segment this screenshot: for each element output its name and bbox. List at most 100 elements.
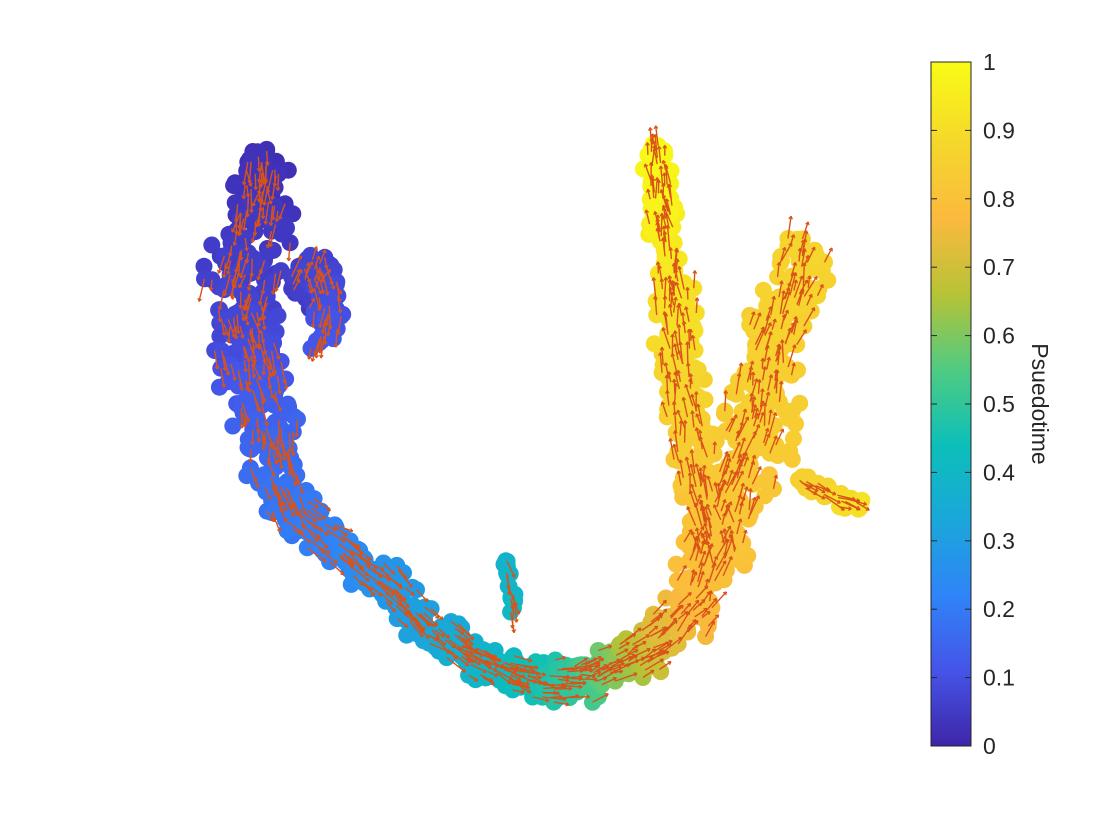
velocity-arrow-head [254, 232, 258, 236]
velocity-arrow-head [655, 221, 658, 226]
velocity-arrow-head [772, 318, 776, 322]
velocity-arrow [762, 366, 766, 381]
velocity-arrow [729, 534, 737, 550]
velocity-arrow [661, 347, 664, 366]
velocity-arrow [266, 230, 273, 248]
velocity-arrow [785, 322, 795, 343]
velocity-arrow [301, 524, 321, 539]
velocity-arrow [458, 623, 475, 640]
velocity-arrow-head [325, 322, 330, 327]
velocity-arrow-head [235, 269, 239, 273]
velocity-arrow-head [791, 362, 795, 366]
velocity-arrow [751, 396, 756, 413]
velocity-arrow-head [296, 278, 300, 282]
velocity-arrow [669, 438, 675, 460]
velocity-arrow-head [677, 350, 680, 355]
velocity-arrow [396, 618, 409, 628]
velocity-arrow-head [684, 384, 687, 388]
velocity-arrow-head [272, 216, 276, 221]
velocity-arrow [770, 296, 775, 316]
velocity-arrow [364, 564, 383, 578]
velocity-arrow [277, 502, 287, 523]
velocity-arrow [269, 224, 277, 247]
velocity-arrow [742, 529, 747, 544]
scatter-point [652, 663, 670, 681]
velocity-arrow [652, 177, 655, 193]
scatter-point [224, 417, 242, 435]
velocity-arrow-head [784, 309, 789, 313]
velocity-arrow [660, 278, 664, 290]
velocity-arrow-head [808, 485, 811, 489]
velocity-arrow [313, 498, 331, 512]
velocity-arrow [736, 518, 742, 535]
velocity-arrow [676, 409, 686, 429]
velocity-arrow-head [699, 499, 702, 504]
velocity-arrow-head [700, 540, 705, 544]
velocity-arrow [462, 637, 474, 646]
velocity-arrow-head [324, 341, 328, 345]
velocity-arrow-head [678, 420, 682, 424]
velocity-arrow-head [815, 487, 819, 492]
velocity-arrow [371, 587, 383, 596]
velocity-arrow [723, 539, 729, 557]
velocity-arrow-head [673, 330, 676, 335]
velocity-arrow-head [521, 689, 525, 693]
velocity-arrow-head [719, 530, 722, 535]
velocity-arrow [825, 489, 837, 496]
velocity-arrow-head [264, 221, 269, 225]
velocity-arrow-head [238, 330, 241, 334]
velocity-arrow-head [251, 273, 255, 278]
velocity-arrow-head [790, 272, 795, 276]
velocity-arrow [512, 683, 530, 689]
velocity-arrow [774, 369, 777, 381]
velocity-arrow [448, 650, 458, 660]
velocity-arrow [689, 569, 695, 586]
velocity-arrow [299, 508, 317, 522]
velocity-arrow [684, 384, 694, 407]
velocity-arrow [238, 220, 242, 236]
velocity-arrow-head [251, 441, 255, 445]
velocity-arrow-head [231, 229, 236, 233]
velocity-arrow [728, 414, 738, 433]
velocity-arrow-head [219, 318, 223, 323]
velocity-arrow-head [655, 261, 659, 266]
velocity-arrow [217, 309, 221, 322]
velocity-arrow-head [232, 296, 236, 300]
velocity-arrow-head [811, 246, 815, 250]
velocity-arrow [739, 452, 748, 467]
velocity-arrow [506, 560, 516, 578]
velocity-arrow [414, 623, 424, 634]
velocity-arrow-head [264, 398, 267, 402]
velocity-arrow [778, 381, 783, 402]
velocity-arrow [279, 485, 287, 499]
velocity-arrow [656, 218, 661, 233]
velocity-arrow [404, 613, 415, 622]
velocity-arrow-head [247, 321, 250, 326]
velocity-arrow [309, 532, 319, 542]
velocity-arrow [249, 329, 259, 348]
velocity-arrow [337, 316, 342, 335]
velocity-arrow-head [662, 608, 667, 611]
velocity-arrow [277, 173, 280, 191]
velocity-arrow-head [752, 404, 756, 408]
velocity-arrow-head [826, 486, 829, 491]
velocity-arrow-head [833, 491, 837, 495]
velocity-arrow [701, 610, 711, 619]
velocity-arrow [251, 194, 259, 207]
velocity-arrow-head [664, 198, 667, 203]
velocity-arrow-head [838, 499, 841, 504]
velocity-arrow-head [681, 397, 684, 401]
velocity-arrow-head [254, 355, 257, 360]
velocity-arrow-head [723, 390, 727, 394]
colorbar-tick-label: 0.1 [983, 665, 1015, 691]
velocity-arrow-head [328, 507, 332, 511]
velocity-arrow [557, 681, 574, 687]
velocity-arrow-head [668, 438, 671, 442]
velocity-arrow [223, 355, 230, 376]
velocity-arrow [250, 312, 262, 334]
velocity-arrow-head [724, 451, 728, 455]
velocity-arrow-head [421, 633, 424, 637]
velocity-arrow [665, 166, 672, 184]
velocity-arrow [262, 296, 268, 313]
velocity-arrow-head [762, 402, 766, 407]
